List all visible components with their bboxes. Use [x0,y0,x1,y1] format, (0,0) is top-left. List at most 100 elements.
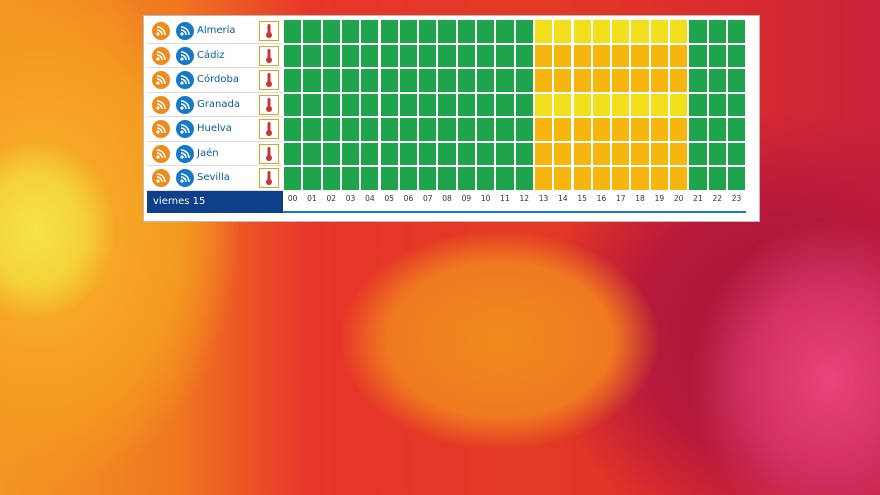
rss-icon[interactable] [176,120,194,138]
hour-cell [669,117,689,142]
hour-cell [688,68,708,93]
hour-cell [572,19,592,44]
hour-cell [418,19,438,44]
hour-cell [321,117,341,142]
hour-cell [630,19,650,44]
hour-cell [437,19,457,44]
rss-icon[interactable] [152,71,170,89]
hour-cell [495,68,515,93]
hour-cell [437,166,457,191]
hour-cell [495,92,515,117]
rss-icon[interactable] [176,22,194,40]
hour-cell [630,141,650,166]
hour-cell [669,92,689,117]
thermometer-icon[interactable] [259,119,279,139]
rss-icon[interactable] [152,95,170,114]
thermometer-icon[interactable] [259,94,279,115]
hour-cell [669,43,689,68]
rss-icon[interactable] [176,169,194,187]
hour-cell [476,141,496,166]
hour-cell [360,92,380,117]
hour-cell [553,141,573,166]
hour-cell [456,68,476,93]
hour-cell [476,117,496,142]
hour-cell [379,141,399,166]
thermometer-icon[interactable] [259,70,279,90]
hour-cell [591,43,612,68]
hour-cell [379,166,399,191]
hour-cell [398,68,419,93]
row-line [147,42,283,44]
hour-cell [726,141,747,166]
hour-cell [707,117,727,142]
rss-icon[interactable] [152,169,170,187]
province-name[interactable]: Sevilla [197,172,230,183]
hour-label: 01 [307,193,317,203]
row-line [147,189,283,191]
thermometer-icon[interactable] [259,168,279,188]
hour-cell [456,43,476,68]
warning-panel: Almería Cádiz Córdoba Granada Huelva Jaén Sevi… [143,15,760,222]
hour-cell [321,141,341,166]
hour-cell [340,117,361,142]
hour-cell [707,43,727,68]
province-name[interactable]: Granada [197,98,240,110]
hour-cell [591,92,612,117]
hour-cell [321,19,341,44]
hour-cell [669,166,689,191]
hour-cell [398,92,419,117]
hour-label: 10 [480,193,491,203]
hour-cell [533,117,554,142]
hour-cell [707,141,727,166]
hour-label: 12 [519,193,530,203]
hour-cell [649,141,669,166]
hour-cell [572,117,592,142]
hour-cell [553,117,573,142]
rss-icon[interactable] [176,71,194,89]
hour-cell [553,68,573,93]
rss-icon[interactable] [152,120,170,138]
row-line [147,67,283,68]
hour-cell [669,68,689,93]
thermometer-icon[interactable] [259,45,279,66]
hour-cell [476,43,496,68]
hour-label: 03 [345,193,356,203]
rss-icon[interactable] [152,22,170,40]
hour-cell [514,92,534,117]
hour-cell [611,117,631,142]
hour-label: 13 [538,193,549,203]
hour-cell [630,68,650,93]
hour-cell [321,166,341,191]
province-name[interactable]: Almería [197,25,236,36]
rss-icon[interactable] [176,144,194,163]
hour-cell [476,166,496,191]
hour-cell [283,68,303,93]
hour-label: 15 [577,193,587,203]
province-name[interactable]: Cádiz [197,49,225,61]
hour-cell [476,92,496,117]
hour-cell [495,117,515,142]
hour-label: 16 [596,193,607,203]
hour-cell [572,68,592,93]
hour-cell [649,117,669,142]
hour-cell [456,166,476,191]
hour-cell [379,68,399,93]
hour-cell [649,166,669,191]
rss-icon[interactable] [152,144,170,163]
hour-cell [302,117,322,142]
province-name[interactable]: Córdoba [197,74,239,85]
hour-label: 22 [712,193,723,203]
hour-cell [533,68,554,93]
hour-cell [707,92,727,117]
rss-icon[interactable] [176,46,194,65]
rss-icon[interactable] [176,95,194,114]
hour-cell [495,166,515,191]
thermometer-icon[interactable] [259,21,279,41]
hour-cell [726,43,747,68]
province-name[interactable]: Jaén [197,147,219,159]
province-name[interactable]: Huelva [197,123,232,134]
hour-cell [360,19,380,44]
rss-icon[interactable] [152,46,170,65]
thermometer-icon[interactable] [259,143,279,164]
hour-cell [495,141,515,166]
